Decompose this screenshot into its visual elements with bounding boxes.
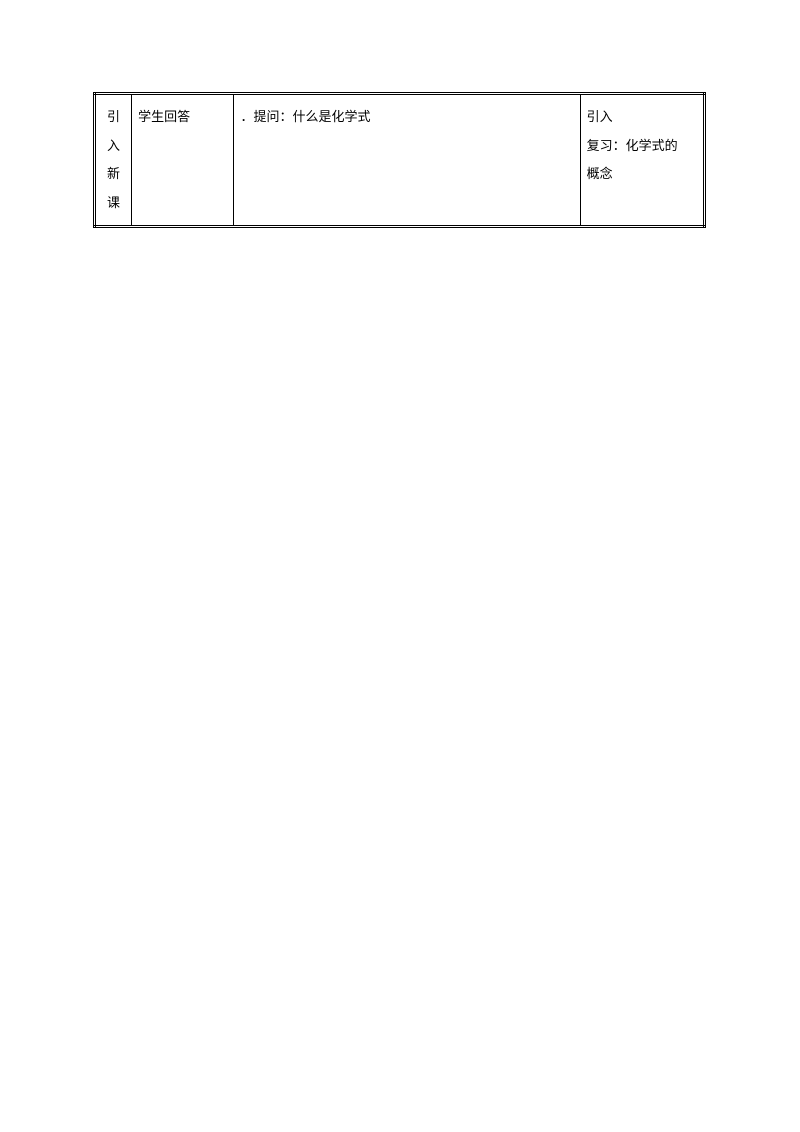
student-activity-cell: 学生回答: [132, 94, 234, 227]
lesson-plan-table: 引 入 新 课 学生回答 ．提问：什么是化学式 引入 复习：化学式的 概念: [93, 92, 706, 228]
stage-char: 课: [102, 189, 125, 218]
teacher-activity-cell: ．提问：什么是化学式: [234, 94, 580, 227]
stage-char: 新: [102, 160, 125, 189]
stage-char: 引: [102, 103, 125, 132]
student-activity-text: 学生回答: [138, 109, 190, 124]
purpose-cell: 引入 复习：化学式的 概念: [580, 94, 704, 227]
purpose-line: 复习：化学式的: [587, 132, 697, 161]
purpose-line: 概念: [587, 160, 697, 189]
stage-cell: 引 入 新 课: [95, 94, 132, 227]
teacher-activity-text: ．提问：什么是化学式: [240, 109, 370, 124]
purpose-line: 引入: [587, 103, 697, 132]
table-row: 引 入 新 课 学生回答 ．提问：什么是化学式 引入 复习：化学式的 概念: [95, 94, 705, 227]
stage-char: 入: [102, 132, 125, 161]
